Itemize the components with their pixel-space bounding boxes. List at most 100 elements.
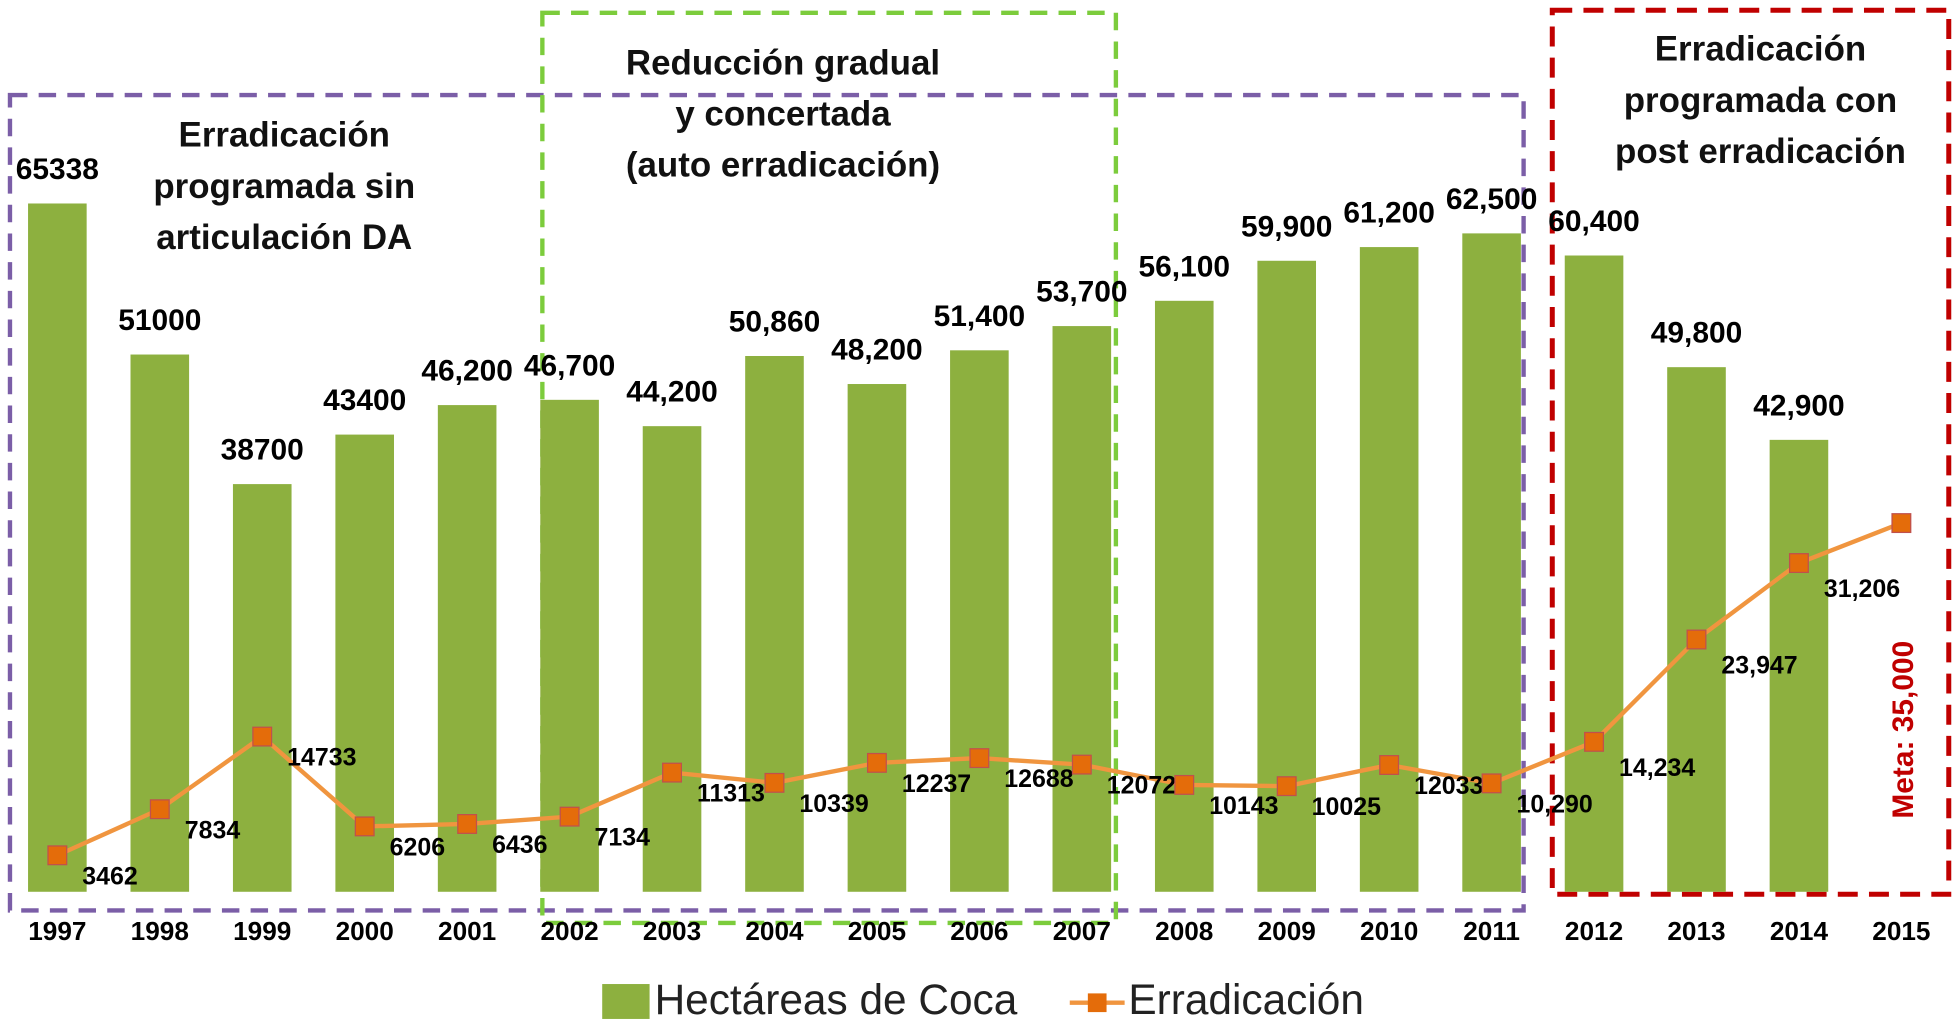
x-tick-label: 2011 — [1463, 916, 1520, 946]
bar-value-label: 50,860 — [729, 305, 820, 338]
bar — [847, 384, 907, 892]
annotation: (auto erradicación) — [626, 146, 940, 185]
x-tick-label: 2005 — [848, 916, 906, 946]
x-tick-label: 2002 — [540, 916, 598, 946]
x-tick-label: 2009 — [1258, 916, 1316, 946]
bar-value-label: 51000 — [118, 304, 201, 337]
bar — [437, 405, 497, 892]
line-value-label: 7134 — [595, 824, 651, 852]
bar-value-label: 59,900 — [1241, 210, 1332, 243]
marker — [1891, 513, 1912, 534]
marker — [354, 816, 375, 837]
marker — [866, 752, 887, 773]
marker — [559, 806, 580, 827]
x-tick-label: 2004 — [745, 916, 804, 946]
x-tick-label: 1998 — [131, 916, 189, 946]
line-value-label: 10339 — [799, 790, 868, 818]
x-tick-label: 1999 — [233, 916, 291, 946]
legend-label: Hectáreas de Coca — [655, 976, 1018, 1023]
phase-box — [7, 92, 1526, 913]
phase-box — [1549, 7, 1952, 897]
bar — [745, 356, 804, 892]
line-value-label: 14,234 — [1619, 754, 1695, 782]
bar-value-label: 60,400 — [1548, 205, 1639, 238]
bar — [1769, 439, 1829, 892]
bar — [1667, 367, 1726, 892]
line-value-label: 12033 — [1414, 772, 1483, 800]
annotation: Erradicación — [179, 116, 390, 155]
legend-swatch — [602, 984, 650, 1019]
bar-value-label: 56,100 — [1139, 250, 1230, 283]
marker — [1071, 754, 1092, 775]
bar-value-label: 61,200 — [1343, 197, 1434, 230]
line-value-label: 6206 — [390, 833, 445, 861]
annotation: Reducción gradual — [626, 43, 940, 82]
marker — [1276, 776, 1297, 797]
bar — [642, 426, 702, 892]
line-value-label: 6436 — [492, 831, 547, 859]
marker — [252, 726, 273, 747]
x-tick-label: 1997 — [28, 916, 86, 946]
x-tick-label: 2008 — [1155, 916, 1213, 946]
bar-value-label: 46,200 — [421, 355, 512, 388]
line-value-label: 11313 — [697, 780, 765, 808]
marker — [764, 772, 785, 793]
bar-value-label: 51,400 — [934, 300, 1025, 333]
marker — [47, 845, 68, 866]
bar-value-label: 62,500 — [1446, 183, 1537, 216]
x-tick-label: 2010 — [1360, 916, 1418, 946]
line-value-label: 12688 — [1004, 765, 1073, 793]
bar — [1359, 247, 1419, 892]
bar-value-label: 46,700 — [524, 349, 615, 382]
line-value-label: 10025 — [1312, 793, 1381, 821]
marker — [1788, 553, 1809, 574]
annotation: y concertada — [675, 94, 891, 133]
line-value-label: 7834 — [185, 816, 241, 844]
x-tick-label: 2013 — [1667, 916, 1725, 946]
marker — [1379, 755, 1400, 775]
marker — [1481, 773, 1502, 794]
x-tick-label: 2003 — [643, 916, 701, 946]
x-tick-label: 2015 — [1872, 916, 1930, 946]
marker — [1584, 731, 1605, 752]
bar — [950, 350, 1009, 892]
line-value-label: 3462 — [82, 862, 137, 890]
marker — [969, 748, 990, 769]
legend-marker — [1087, 993, 1107, 1013]
bar — [1564, 255, 1624, 892]
legend-label: Erradicación — [1128, 976, 1364, 1023]
bar-value-label: 49,800 — [1651, 317, 1742, 350]
bar — [232, 484, 292, 892]
annotation: articulación DA — [156, 218, 412, 257]
marker — [1174, 774, 1195, 795]
x-tick-label: 2014 — [1770, 916, 1829, 946]
marker — [149, 799, 170, 820]
x-tick-label: 2006 — [950, 916, 1008, 946]
marker — [1686, 629, 1707, 650]
bar — [335, 434, 394, 892]
line-value-label: 14733 — [287, 744, 356, 772]
line-value-label: 23,947 — [1721, 652, 1797, 680]
annotation: post erradicación — [1615, 132, 1906, 171]
bar — [1154, 300, 1214, 892]
meta-label: Meta: 35,000 — [1887, 641, 1920, 819]
x-tick-label: 2000 — [336, 916, 394, 946]
bar-value-label: 44,200 — [626, 376, 717, 409]
bar — [1052, 326, 1112, 892]
line-value-label: 12072 — [1107, 772, 1176, 800]
annotation: programada con — [1624, 81, 1898, 120]
marker — [457, 814, 478, 834]
bar-value-label: 42,900 — [1753, 389, 1844, 422]
bar-value-label: 53,700 — [1036, 276, 1127, 309]
line-value-label: 12237 — [902, 770, 971, 798]
x-tick-label: 2012 — [1565, 916, 1623, 946]
bar-value-label: 48,200 — [831, 334, 922, 367]
line-value-label: 10,290 — [1517, 790, 1593, 818]
annotation: programada sin — [153, 167, 415, 206]
bar-value-label: 43400 — [323, 384, 406, 417]
annotation: Erradicación — [1655, 30, 1866, 69]
bar-value-label: 65338 — [16, 153, 99, 186]
marker — [662, 762, 683, 783]
